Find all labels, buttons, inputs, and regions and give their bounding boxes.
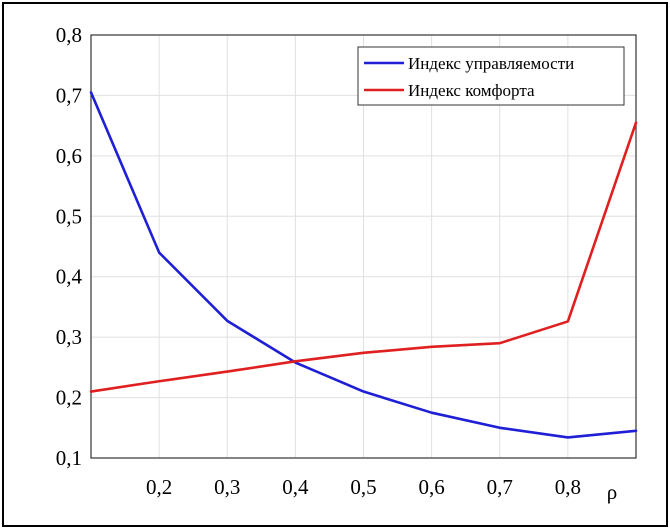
x-tick-label: 0,3 <box>214 475 240 499</box>
x-axis-ticks: 0,2 0,3 0,4 0,5 0,6 0,7 0,8 <box>146 475 581 499</box>
y-tick-label: 0,1 <box>56 446 82 470</box>
y-tick-label: 0,3 <box>56 325 82 349</box>
y-tick-label: 0,4 <box>56 265 83 289</box>
series-line-2 <box>89 121 638 393</box>
y-axis-ticks: 0,1 0,2 0,3 0,4 0,5 0,6 0,7 0,8 <box>56 23 83 470</box>
x-tick-label: 0,7 <box>487 475 513 499</box>
y-tick-label: 0,6 <box>56 144 82 168</box>
y-tick-label: 0,8 <box>56 23 82 47</box>
x-tick-label: 0,8 <box>555 475 581 499</box>
x-tick-label: 0,4 <box>282 475 309 499</box>
plot-area <box>90 34 637 459</box>
y-tick-label: 0,5 <box>56 204 82 228</box>
y-tick-label: 0,7 <box>56 83 82 107</box>
legend-label-1: Индекс управляемости <box>408 54 574 73</box>
series-line-1 <box>89 91 638 439</box>
series-lines <box>89 91 638 439</box>
y-tick-label: 0,2 <box>56 386 82 410</box>
x-tick-label: 0,5 <box>350 475 376 499</box>
legend: Индекс управляемости Индекс комфорта <box>357 46 625 106</box>
x-tick-label: 0,2 <box>146 475 172 499</box>
x-tick-label: 0,6 <box>419 475 445 499</box>
legend-label-2: Индекс комфорта <box>408 81 535 100</box>
grid <box>91 34 636 459</box>
legend-box <box>357 46 625 106</box>
x-axis-label: ρ <box>607 480 617 504</box>
